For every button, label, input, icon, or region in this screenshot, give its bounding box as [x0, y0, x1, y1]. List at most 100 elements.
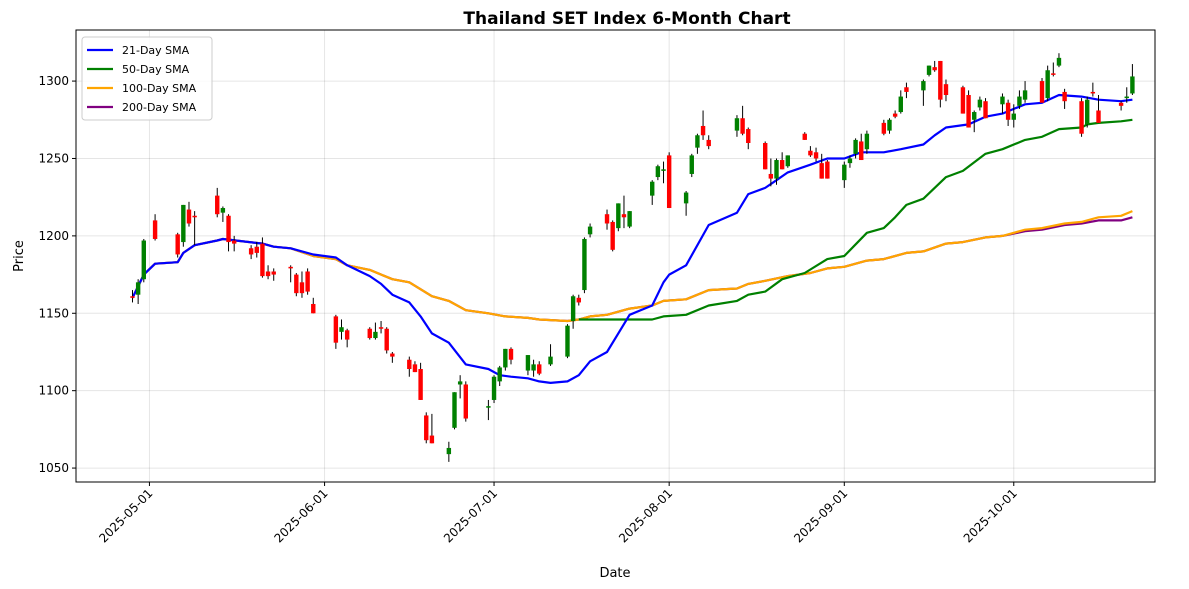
- candle-body: [288, 266, 293, 269]
- candle: [220, 206, 226, 222]
- candle: [1085, 96, 1090, 128]
- candle: [226, 214, 231, 252]
- candle-body: [1039, 81, 1045, 103]
- x-tick-label: 2025-05-01: [96, 486, 155, 545]
- candle: [344, 328, 350, 348]
- candle-body: [847, 158, 853, 164]
- candle-body: [983, 101, 988, 119]
- candle: [181, 204, 186, 247]
- candle: [497, 365, 502, 387]
- candle: [299, 271, 305, 298]
- candle-body: [152, 220, 158, 239]
- candle-body: [785, 155, 791, 167]
- candle: [175, 232, 180, 258]
- candle-body: [130, 296, 135, 298]
- candle-body: [390, 353, 395, 357]
- candle-body: [418, 369, 423, 400]
- candle-body: [627, 211, 632, 227]
- x-tick-label: 2025-06-01: [271, 486, 330, 545]
- sma-line-100-day-sma: [131, 210, 1133, 323]
- candle-body: [779, 160, 785, 170]
- candle-body: [802, 133, 807, 140]
- candle-body: [497, 367, 502, 382]
- candle: [746, 127, 751, 150]
- candle: [853, 138, 858, 159]
- candle: [260, 237, 265, 278]
- candle: [248, 245, 254, 260]
- legend-label: 100-Day SMA: [122, 82, 197, 95]
- candle-body: [859, 141, 864, 161]
- plot-frame: [75, 29, 1156, 483]
- y-tick-label: 1300: [38, 74, 69, 88]
- candle: [231, 235, 237, 252]
- candle-body: [621, 214, 627, 218]
- candle: [135, 279, 141, 304]
- candle-body: [508, 348, 514, 360]
- candle: [582, 237, 587, 294]
- candle: [311, 297, 316, 314]
- candle: [887, 118, 892, 134]
- candle-body: [689, 155, 694, 174]
- candle: [254, 242, 259, 258]
- candle-body: [1090, 91, 1096, 94]
- candle: [548, 344, 553, 366]
- candle-body: [457, 381, 463, 385]
- candle: [367, 327, 372, 340]
- candle-body: [1022, 90, 1028, 100]
- candle: [683, 190, 689, 216]
- candle-body: [1045, 70, 1050, 99]
- candle: [813, 147, 819, 162]
- candle-body: [813, 152, 819, 159]
- candle: [655, 164, 661, 181]
- candle: [921, 79, 926, 106]
- candle: [960, 85, 966, 114]
- candle-body: [853, 139, 858, 154]
- candle: [503, 348, 508, 371]
- candle: [661, 161, 666, 184]
- candle-body: [1017, 96, 1022, 106]
- candle-body: [972, 112, 977, 120]
- candle: [695, 133, 700, 154]
- candle: [407, 356, 412, 377]
- candle-body: [367, 328, 372, 339]
- candle: [418, 362, 423, 400]
- candle: [898, 90, 903, 114]
- candle-body: [565, 325, 570, 357]
- candle: [1045, 65, 1050, 102]
- candle-body: [548, 356, 553, 365]
- candle: [378, 321, 384, 334]
- candle-body: [763, 143, 768, 170]
- x-axis: 2025-05-01 2025-06-01 2025-07-01 2025-08-01…: [96, 482, 1020, 545]
- candle-body: [616, 203, 621, 229]
- candle-body: [587, 226, 593, 235]
- candle: [333, 314, 339, 349]
- candle: [288, 265, 293, 283]
- candle-body: [412, 364, 418, 373]
- candle-body: [881, 122, 887, 134]
- x-tick-label: 2025-09-01: [791, 486, 850, 545]
- candle-body: [1085, 99, 1090, 125]
- y-axis-label: Price: [12, 240, 27, 272]
- candle-body: [305, 271, 310, 292]
- candle-body: [746, 129, 751, 143]
- candle: [565, 324, 570, 359]
- candle: [457, 375, 463, 399]
- candle-body: [384, 328, 389, 351]
- x-tick-label: 2025-08-01: [616, 486, 675, 545]
- candle: [446, 441, 452, 462]
- candle: [531, 359, 536, 377]
- candle-body: [186, 209, 192, 224]
- candle: [265, 265, 271, 280]
- candle: [192, 211, 197, 246]
- candle: [943, 79, 949, 102]
- candle: [271, 268, 276, 281]
- candle: [215, 187, 220, 218]
- candle: [452, 392, 457, 430]
- candle-body: [734, 118, 740, 131]
- candle: [604, 209, 610, 230]
- candle: [904, 82, 909, 99]
- candle-body: [424, 415, 429, 441]
- candle-body: [231, 240, 237, 244]
- candle-body: [333, 316, 339, 343]
- candle-body: [344, 330, 350, 340]
